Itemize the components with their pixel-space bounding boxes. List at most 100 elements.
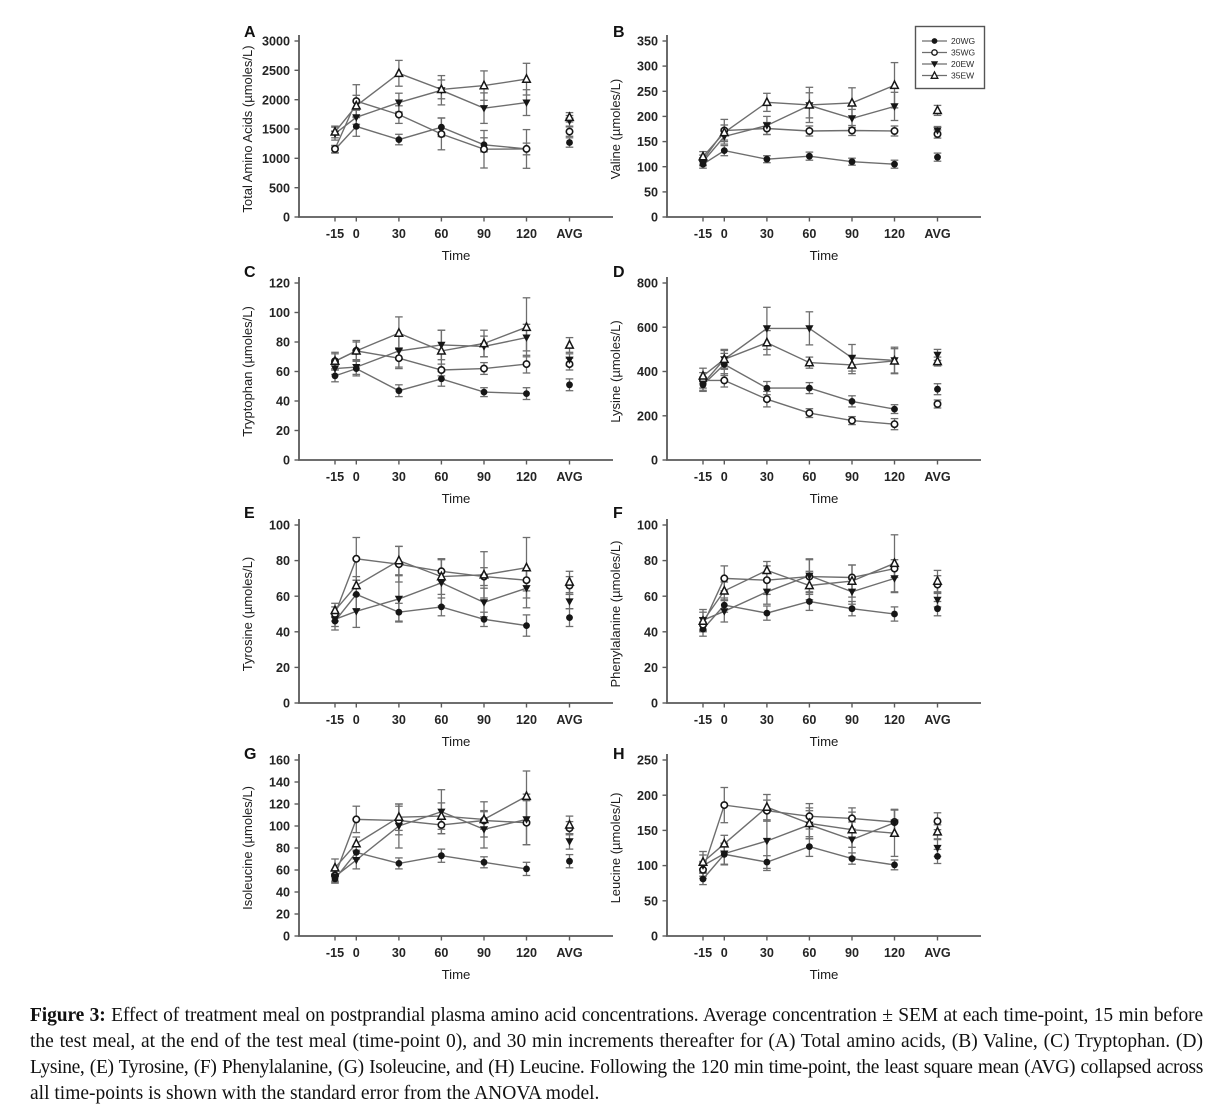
svg-text:Time: Time	[810, 491, 839, 506]
svg-text:200: 200	[637, 110, 658, 124]
svg-text:-15: -15	[694, 470, 712, 484]
svg-text:120: 120	[884, 227, 905, 241]
svg-text:2000: 2000	[262, 93, 290, 107]
svg-text:140: 140	[269, 776, 290, 790]
svg-text:300: 300	[637, 60, 658, 74]
svg-text:60: 60	[802, 470, 816, 484]
svg-text:50: 50	[644, 186, 658, 200]
svg-text:0: 0	[353, 227, 360, 241]
svg-text:120: 120	[516, 470, 537, 484]
svg-text:350: 350	[637, 35, 658, 49]
svg-text:20: 20	[276, 908, 290, 922]
svg-text:30: 30	[392, 946, 406, 960]
svg-text:120: 120	[516, 713, 537, 727]
svg-text:A: A	[244, 24, 256, 41]
svg-text:80: 80	[644, 554, 658, 568]
svg-text:D: D	[613, 264, 625, 281]
svg-text:0: 0	[651, 697, 658, 711]
svg-text:2500: 2500	[262, 64, 290, 78]
svg-text:120: 120	[884, 713, 905, 727]
svg-text:0: 0	[283, 454, 290, 468]
svg-text:Isoleucine (µmoles/L): Isoleucine (µmoles/L)	[240, 786, 255, 910]
svg-text:0: 0	[651, 454, 658, 468]
svg-text:80: 80	[276, 554, 290, 568]
svg-text:90: 90	[845, 470, 859, 484]
svg-text:Valine (µmoles/L): Valine (µmoles/L)	[608, 79, 623, 179]
svg-text:-15: -15	[694, 713, 712, 727]
svg-text:500: 500	[269, 181, 290, 195]
svg-text:Leucine (µmoles/L): Leucine (µmoles/L)	[608, 793, 623, 904]
svg-text:1500: 1500	[262, 123, 290, 137]
svg-text:35WG: 35WG	[951, 48, 975, 58]
svg-text:Lysine (µmoles/L): Lysine (µmoles/L)	[608, 320, 623, 422]
svg-text:AVG: AVG	[556, 227, 583, 241]
svg-text:80: 80	[276, 336, 290, 350]
svg-text:100: 100	[269, 519, 290, 533]
svg-text:60: 60	[434, 946, 448, 960]
svg-text:100: 100	[269, 306, 290, 320]
svg-text:60: 60	[644, 590, 658, 604]
svg-text:Tryptophan (µmoles/L): Tryptophan (µmoles/L)	[240, 306, 255, 437]
svg-text:60: 60	[434, 470, 448, 484]
svg-text:60: 60	[276, 365, 290, 379]
svg-text:0: 0	[283, 697, 290, 711]
svg-text:80: 80	[276, 842, 290, 856]
svg-text:30: 30	[760, 946, 774, 960]
svg-text:-15: -15	[326, 946, 344, 960]
svg-text:-15: -15	[694, 227, 712, 241]
svg-text:90: 90	[845, 713, 859, 727]
svg-text:Phenylalanine (µmoles/L): Phenylalanine (µmoles/L)	[608, 541, 623, 688]
svg-text:40: 40	[644, 625, 658, 639]
svg-text:Time: Time	[442, 491, 471, 506]
svg-text:60: 60	[802, 227, 816, 241]
svg-text:250: 250	[637, 85, 658, 99]
svg-text:100: 100	[637, 160, 658, 174]
svg-text:20: 20	[644, 661, 658, 675]
svg-text:Tyrosine (µmoles/L): Tyrosine (µmoles/L)	[240, 557, 255, 671]
svg-text:0: 0	[721, 946, 728, 960]
svg-text:Time: Time	[810, 734, 839, 749]
svg-text:60: 60	[434, 713, 448, 727]
svg-text:AVG: AVG	[924, 713, 951, 727]
svg-text:20EW: 20EW	[951, 59, 974, 69]
svg-text:AVG: AVG	[556, 470, 583, 484]
svg-text:B: B	[613, 24, 625, 41]
svg-text:F: F	[613, 505, 623, 522]
svg-text:50: 50	[644, 894, 658, 908]
svg-text:0: 0	[353, 713, 360, 727]
svg-text:90: 90	[845, 946, 859, 960]
svg-text:160: 160	[269, 754, 290, 768]
svg-text:-15: -15	[326, 470, 344, 484]
svg-text:0: 0	[721, 470, 728, 484]
svg-text:20: 20	[276, 424, 290, 438]
svg-text:30: 30	[392, 470, 406, 484]
svg-text:-15: -15	[326, 713, 344, 727]
svg-text:200: 200	[637, 789, 658, 803]
svg-text:Time: Time	[442, 734, 471, 749]
svg-text:Time: Time	[810, 967, 839, 982]
svg-text:120: 120	[884, 946, 905, 960]
svg-text:0: 0	[353, 946, 360, 960]
svg-text:0: 0	[721, 227, 728, 241]
svg-text:40: 40	[276, 395, 290, 409]
svg-text:60: 60	[434, 227, 448, 241]
svg-text:60: 60	[276, 864, 290, 878]
svg-text:20WG: 20WG	[951, 36, 975, 46]
svg-text:35EW: 35EW	[951, 71, 974, 81]
svg-text:H: H	[613, 746, 625, 763]
svg-text:120: 120	[884, 470, 905, 484]
svg-text:90: 90	[477, 470, 491, 484]
svg-text:AVG: AVG	[924, 470, 951, 484]
svg-text:-15: -15	[694, 946, 712, 960]
svg-text:150: 150	[637, 135, 658, 149]
svg-text:Time: Time	[810, 248, 839, 263]
svg-text:3000: 3000	[262, 35, 290, 49]
svg-text:250: 250	[637, 754, 658, 768]
svg-text:20: 20	[276, 661, 290, 675]
svg-text:200: 200	[637, 409, 658, 423]
svg-text:120: 120	[516, 946, 537, 960]
svg-text:0: 0	[283, 930, 290, 944]
svg-text:30: 30	[392, 227, 406, 241]
svg-text:1000: 1000	[262, 152, 290, 166]
svg-text:0: 0	[721, 713, 728, 727]
